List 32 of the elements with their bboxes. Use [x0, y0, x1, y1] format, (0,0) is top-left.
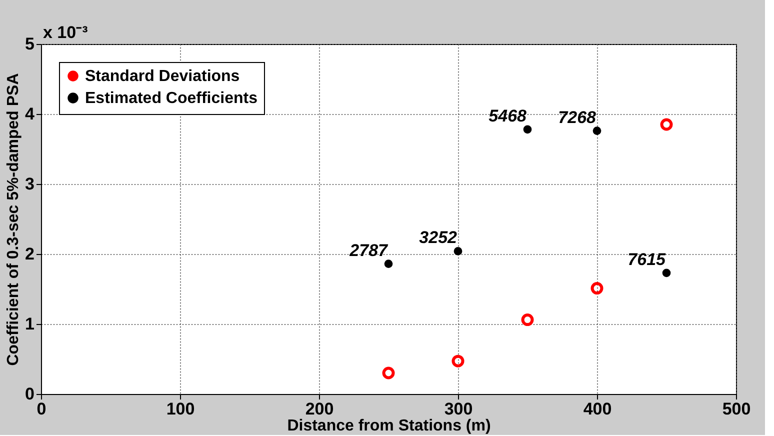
annotation: 3252	[419, 228, 458, 248]
point	[384, 260, 393, 268]
y-tick-label: 5	[25, 34, 34, 54]
y-tick-label: 4	[25, 104, 36, 124]
y-axis-title: Coefficient of 0.3-sec 5%-damped PSA	[5, 72, 22, 366]
point	[523, 125, 532, 134]
annotation: 2787	[348, 240, 390, 260]
point	[454, 247, 462, 256]
legend-label: Estimated Coefficients	[85, 90, 258, 107]
annotation: 5468	[488, 106, 528, 126]
legend-label: Standard Deviations	[85, 68, 240, 85]
annotation: 7268	[558, 108, 597, 127]
point	[521, 314, 534, 326]
y-tick-label: 0	[25, 384, 34, 404]
y-tick-label: 3	[25, 174, 34, 194]
point	[382, 366, 395, 380]
annotation: 7615	[628, 250, 666, 269]
x-tick-label: 0	[36, 400, 46, 418]
text: x 10⁻³	[43, 23, 88, 42]
x-tick-label: 500	[722, 400, 751, 418]
x-tick-label: 100	[166, 400, 195, 418]
point	[590, 282, 604, 295]
y-tick-label: 2	[25, 244, 34, 264]
y-tick-label: 1	[25, 314, 34, 334]
point	[452, 354, 464, 368]
point	[660, 118, 673, 131]
x-tick-label: 400	[583, 400, 612, 418]
point	[662, 268, 671, 278]
x-tick-label: 200	[305, 400, 334, 418]
x-axis-title: Distance from Stations (m)	[287, 418, 491, 434]
point	[592, 126, 602, 135]
x-tick-label: 300	[444, 400, 473, 418]
